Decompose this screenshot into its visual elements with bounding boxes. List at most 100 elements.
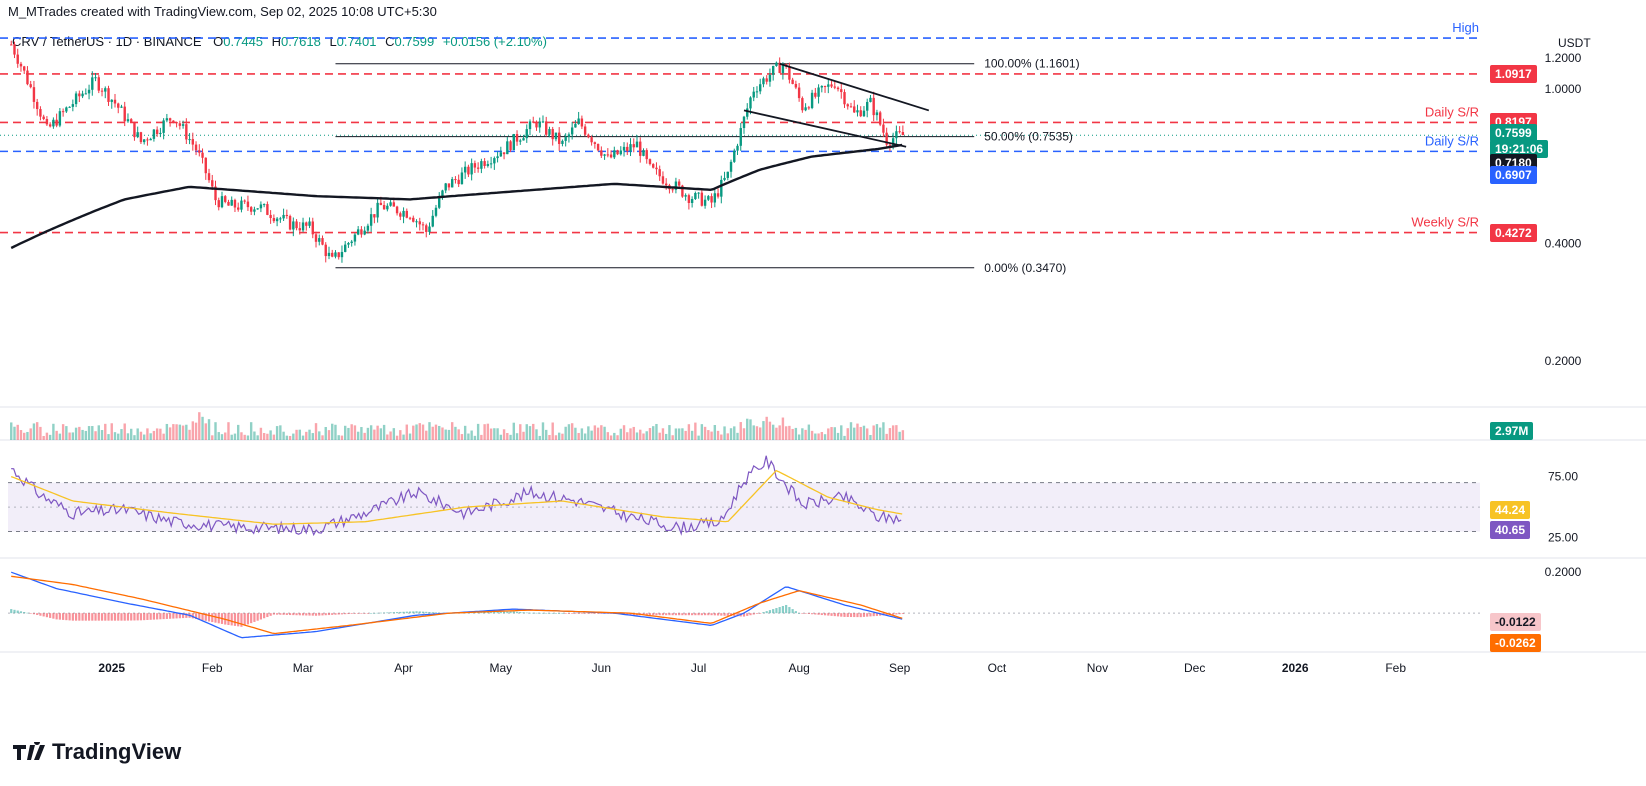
candle-body — [606, 154, 610, 156]
candle-body — [405, 210, 409, 218]
volume-bar — [570, 423, 574, 440]
volume-bar — [308, 429, 311, 440]
volume-bar — [395, 435, 399, 440]
candle-body — [314, 234, 318, 242]
macd-histogram-bar — [652, 613, 655, 616]
volume-bar — [425, 430, 428, 440]
candle-body — [577, 118, 580, 125]
candle-body — [768, 74, 772, 82]
volume-bar — [843, 435, 846, 440]
candle-body — [308, 221, 311, 226]
candle-body — [480, 161, 483, 169]
macd-histogram-bar — [746, 613, 749, 616]
macd-histogram-bar — [253, 613, 256, 622]
macd-histogram-bar — [506, 611, 509, 614]
time-axis-tick: May — [489, 661, 512, 675]
candle-body — [444, 183, 447, 191]
candle-body — [460, 172, 464, 185]
volume-bar — [81, 429, 84, 440]
volume-bar — [110, 423, 113, 440]
macd-histogram-bar — [580, 613, 583, 614]
volume-bar — [720, 434, 723, 440]
candle-body — [441, 190, 444, 197]
volume-bar — [771, 424, 775, 440]
candle-body — [632, 144, 635, 148]
candle-body — [214, 186, 217, 201]
volume-bar — [412, 425, 415, 440]
macd-histogram-bar — [107, 613, 110, 621]
macd-histogram-bar — [136, 613, 139, 621]
open-label: O — [213, 34, 224, 49]
volume-bar — [321, 435, 324, 440]
macd-histogram-bar — [298, 613, 301, 616]
macd-histogram-bar — [801, 613, 804, 614]
macd-histogram-bar — [295, 613, 298, 616]
candle-body — [172, 120, 175, 123]
volume-bar — [493, 428, 496, 440]
candle-body — [402, 210, 405, 217]
candle-body — [438, 196, 441, 208]
fibonacci-label: 0.00% (0.3470) — [984, 261, 1066, 275]
macd-histogram-bar — [820, 613, 823, 616]
macd-histogram-bar — [58, 613, 61, 620]
currency-label[interactable]: USDT — [1558, 36, 1591, 50]
macd-histogram-bar — [859, 613, 862, 618]
volume-bar — [428, 422, 431, 440]
candle-body — [19, 63, 23, 67]
macd-histogram-bar — [629, 613, 632, 616]
volume-bar — [71, 432, 75, 440]
volume-bar — [23, 432, 26, 440]
macd-histogram-bar — [804, 613, 807, 614]
candle-body — [256, 208, 259, 210]
macd-histogram-bar — [214, 613, 217, 623]
candle-body — [600, 150, 603, 156]
candle-body — [733, 150, 736, 162]
rsi-axis-tick: 75.00 — [1548, 470, 1578, 484]
candle-body — [467, 166, 470, 175]
candle-body — [298, 228, 302, 231]
volume-bar — [762, 421, 765, 440]
volume-bar — [360, 427, 363, 440]
macd-histogram-bar — [123, 613, 126, 621]
candle-body — [658, 169, 661, 177]
macd-axis-tick: 0.2000 — [1545, 565, 1582, 579]
volume-bar — [480, 434, 483, 440]
volume-bar — [340, 435, 344, 440]
fibonacci-label: 50.00% (0.7535) — [984, 130, 1073, 144]
candle-body — [262, 204, 266, 206]
ema-200-line — [10, 143, 903, 250]
macd-histogram-bar — [428, 612, 431, 614]
high-label: H — [271, 34, 282, 49]
volume-bar — [288, 435, 292, 440]
candle-body — [321, 238, 324, 245]
macd-histogram-bar — [691, 613, 694, 616]
volume-bar — [314, 423, 318, 440]
candle-body — [739, 128, 742, 146]
candle-body — [862, 110, 866, 117]
macd-histogram-bar — [152, 613, 156, 620]
macd-histogram-bar — [567, 613, 571, 614]
candle-body — [259, 204, 263, 209]
volume-bar — [94, 431, 97, 440]
macd-histogram-bar — [509, 611, 512, 614]
macd-histogram-bar — [143, 613, 146, 621]
volume-bar — [155, 428, 159, 440]
volume-bar — [703, 426, 707, 440]
candle-body — [726, 171, 729, 178]
macd-histogram-bar — [853, 613, 856, 618]
candle-body — [23, 66, 26, 71]
volume-bar — [619, 428, 622, 440]
volume-bar — [337, 435, 340, 440]
macd-histogram-bar — [78, 613, 81, 621]
macd-histogram-bar — [84, 613, 87, 621]
candle-body — [185, 124, 188, 140]
macd-histogram-bar — [788, 607, 791, 614]
volume-bar — [133, 435, 136, 440]
volume-bar — [146, 428, 149, 440]
low-label: L — [329, 34, 337, 49]
volume-bar — [694, 422, 697, 440]
volume-bar — [742, 428, 746, 440]
macd-histogram-bar — [765, 611, 768, 614]
volume-bar — [765, 416, 768, 440]
